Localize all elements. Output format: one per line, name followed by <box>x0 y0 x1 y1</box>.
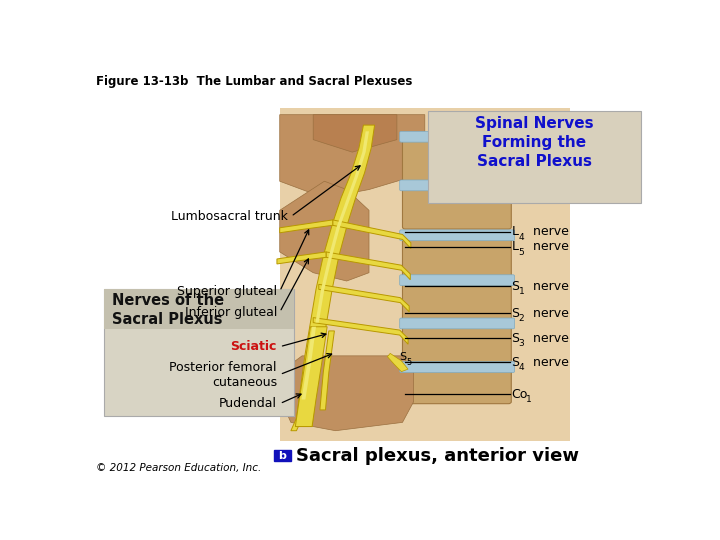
Polygon shape <box>387 353 408 372</box>
Text: Inferior gluteal: Inferior gluteal <box>184 306 277 319</box>
Text: Figure 13-13b  The Lumbar and Sacral Plexuses: Figure 13-13b The Lumbar and Sacral Plex… <box>96 75 412 88</box>
Polygon shape <box>280 356 413 431</box>
FancyBboxPatch shape <box>400 318 515 329</box>
Text: 4: 4 <box>518 233 524 242</box>
Text: nerve: nerve <box>528 280 569 293</box>
Text: nerve: nerve <box>528 307 569 320</box>
Text: Co: Co <box>511 388 528 401</box>
Text: nerve: nerve <box>528 240 569 253</box>
Polygon shape <box>280 220 333 233</box>
FancyBboxPatch shape <box>280 109 570 441</box>
Text: Sciatic: Sciatic <box>230 340 277 353</box>
Text: S: S <box>511 307 519 320</box>
Polygon shape <box>280 181 369 281</box>
Text: 4: 4 <box>518 363 524 372</box>
FancyBboxPatch shape <box>402 368 511 404</box>
Text: nerve: nerve <box>528 226 569 239</box>
Polygon shape <box>333 220 411 248</box>
Text: Sacral plexus, anterior view: Sacral plexus, anterior view <box>297 447 580 464</box>
Text: S: S <box>511 280 519 293</box>
FancyBboxPatch shape <box>104 289 294 329</box>
Polygon shape <box>320 331 334 410</box>
Polygon shape <box>291 377 313 431</box>
Text: 1: 1 <box>518 287 524 296</box>
FancyBboxPatch shape <box>402 185 511 229</box>
FancyBboxPatch shape <box>400 230 515 241</box>
Text: © 2012 Pearson Education, Inc.: © 2012 Pearson Education, Inc. <box>96 463 261 473</box>
Text: L: L <box>511 226 518 239</box>
FancyBboxPatch shape <box>402 283 511 322</box>
Text: Pudendal: Pudendal <box>219 397 277 410</box>
Text: S: S <box>511 356 519 369</box>
FancyBboxPatch shape <box>402 138 511 181</box>
Polygon shape <box>313 114 397 152</box>
Polygon shape <box>302 327 316 400</box>
Text: 5: 5 <box>518 248 524 257</box>
Text: S: S <box>400 352 407 362</box>
Polygon shape <box>277 252 326 264</box>
FancyBboxPatch shape <box>274 450 292 462</box>
Polygon shape <box>295 327 327 427</box>
Polygon shape <box>326 252 410 280</box>
FancyBboxPatch shape <box>400 180 515 191</box>
Polygon shape <box>313 318 408 344</box>
Polygon shape <box>295 125 374 427</box>
FancyBboxPatch shape <box>428 111 641 203</box>
Text: nerve: nerve <box>528 356 569 369</box>
Polygon shape <box>280 114 425 198</box>
Polygon shape <box>319 285 409 312</box>
Text: Nerves of the
Sacral Plexus: Nerves of the Sacral Plexus <box>112 294 225 327</box>
Text: Spinal Nerves
Forming the
Sacral Plexus: Spinal Nerves Forming the Sacral Plexus <box>475 116 593 169</box>
Text: 2: 2 <box>518 314 524 323</box>
FancyBboxPatch shape <box>104 289 294 416</box>
Text: Superior gluteal: Superior gluteal <box>177 285 277 298</box>
Text: L: L <box>511 240 518 253</box>
FancyBboxPatch shape <box>400 275 515 286</box>
Text: b: b <box>279 451 287 461</box>
Polygon shape <box>315 131 369 322</box>
Text: 5: 5 <box>406 359 412 367</box>
FancyBboxPatch shape <box>402 327 511 364</box>
Text: nerve: nerve <box>528 332 569 345</box>
FancyBboxPatch shape <box>400 131 515 142</box>
Text: S: S <box>511 332 519 345</box>
FancyBboxPatch shape <box>402 238 511 279</box>
Text: Posterior femoral
cutaneous: Posterior femoral cutaneous <box>169 361 277 389</box>
Text: 1: 1 <box>526 395 531 404</box>
FancyBboxPatch shape <box>400 362 515 373</box>
Text: Lumbosacral trunk: Lumbosacral trunk <box>171 210 288 223</box>
Text: 3: 3 <box>518 339 524 348</box>
